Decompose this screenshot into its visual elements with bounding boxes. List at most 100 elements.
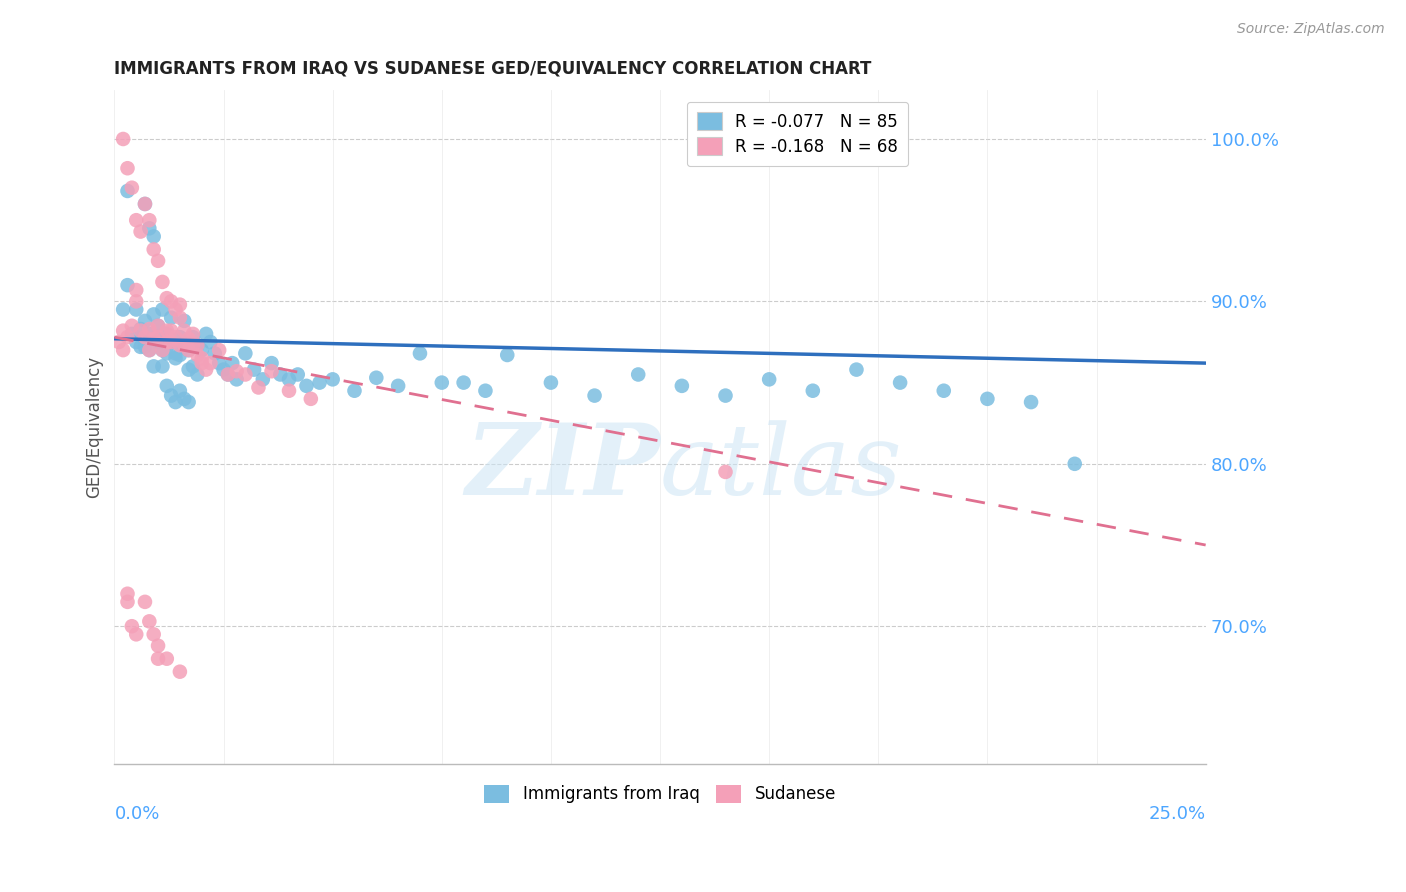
Text: atlas: atlas: [659, 420, 903, 516]
Point: [299, 392, 322, 406]
Point: [181, 326, 204, 341]
Point: [112, 132, 135, 146]
Point: [186, 368, 208, 382]
Point: [181, 330, 204, 344]
Point: [212, 362, 235, 376]
Point: [322, 372, 344, 386]
Point: [152, 343, 174, 358]
Point: [125, 627, 148, 641]
Point: [260, 364, 283, 378]
Text: IMMIGRANTS FROM IRAQ VS SUDANESE GED/EQUIVALENCY CORRELATION CHART: IMMIGRANTS FROM IRAQ VS SUDANESE GED/EQU…: [114, 60, 872, 78]
Point: [287, 368, 309, 382]
Point: [146, 330, 169, 344]
Point: [152, 275, 174, 289]
Text: 0.0%: 0.0%: [114, 805, 160, 822]
Point: [125, 294, 148, 309]
Point: [121, 318, 143, 333]
Point: [714, 465, 737, 479]
Point: [169, 348, 191, 362]
Point: [173, 392, 195, 406]
Point: [134, 340, 156, 354]
Point: [146, 318, 169, 333]
Point: [152, 302, 174, 317]
Point: [165, 302, 187, 317]
Point: [181, 359, 204, 374]
Point: [204, 346, 226, 360]
Point: [200, 334, 222, 349]
Point: [156, 324, 179, 338]
Point: [169, 330, 191, 344]
Point: [247, 380, 270, 394]
Point: [387, 379, 409, 393]
Point: [366, 370, 388, 384]
Point: [269, 368, 291, 382]
Point: [138, 615, 160, 629]
Point: [200, 356, 222, 370]
Y-axis label: GED/Equivalency: GED/Equivalency: [86, 356, 103, 499]
Point: [235, 346, 257, 360]
Point: [295, 379, 318, 393]
Point: [138, 213, 160, 227]
Point: [190, 356, 212, 370]
Point: [165, 330, 187, 344]
Point: [142, 243, 165, 257]
Point: [801, 384, 824, 398]
Point: [107, 334, 129, 349]
Point: [252, 372, 274, 386]
Text: Source: ZipAtlas.com: Source: ZipAtlas.com: [1237, 22, 1385, 37]
Point: [160, 388, 183, 402]
Point: [156, 379, 179, 393]
Point: [134, 197, 156, 211]
Point: [146, 318, 169, 333]
Point: [156, 326, 179, 341]
Point: [173, 324, 195, 338]
Point: [235, 368, 257, 382]
Point: [146, 651, 169, 665]
Point: [152, 359, 174, 374]
Point: [474, 384, 496, 398]
Point: [496, 348, 519, 362]
Point: [165, 351, 187, 366]
Point: [278, 384, 301, 398]
Point: [186, 348, 208, 362]
Point: [134, 330, 156, 344]
Point: [146, 334, 169, 349]
Point: [714, 388, 737, 402]
Point: [160, 294, 183, 309]
Text: 25.0%: 25.0%: [1149, 805, 1206, 822]
Point: [169, 298, 191, 312]
Point: [117, 595, 139, 609]
Point: [129, 322, 152, 336]
Point: [169, 338, 191, 352]
Point: [121, 326, 143, 341]
Point: [160, 334, 183, 349]
Point: [112, 302, 135, 317]
Point: [889, 376, 911, 390]
Point: [138, 326, 160, 341]
Point: [146, 639, 169, 653]
Point: [138, 343, 160, 358]
Point: [1019, 395, 1042, 409]
Point: [169, 384, 191, 398]
Point: [169, 665, 191, 679]
Point: [583, 388, 606, 402]
Point: [134, 595, 156, 609]
Point: [932, 384, 955, 398]
Point: [152, 343, 174, 358]
Point: [169, 310, 191, 325]
Point: [208, 343, 231, 358]
Text: ZIP: ZIP: [465, 419, 659, 516]
Point: [177, 362, 200, 376]
Legend: Immigrants from Iraq, Sudanese: Immigrants from Iraq, Sudanese: [474, 774, 846, 814]
Point: [138, 322, 160, 336]
Point: [142, 627, 165, 641]
Point: [845, 362, 868, 376]
Point: [129, 225, 152, 239]
Point: [125, 283, 148, 297]
Point: [160, 310, 183, 325]
Point: [186, 338, 208, 352]
Point: [409, 346, 432, 360]
Point: [208, 356, 231, 370]
Point: [156, 346, 179, 360]
Point: [453, 376, 475, 390]
